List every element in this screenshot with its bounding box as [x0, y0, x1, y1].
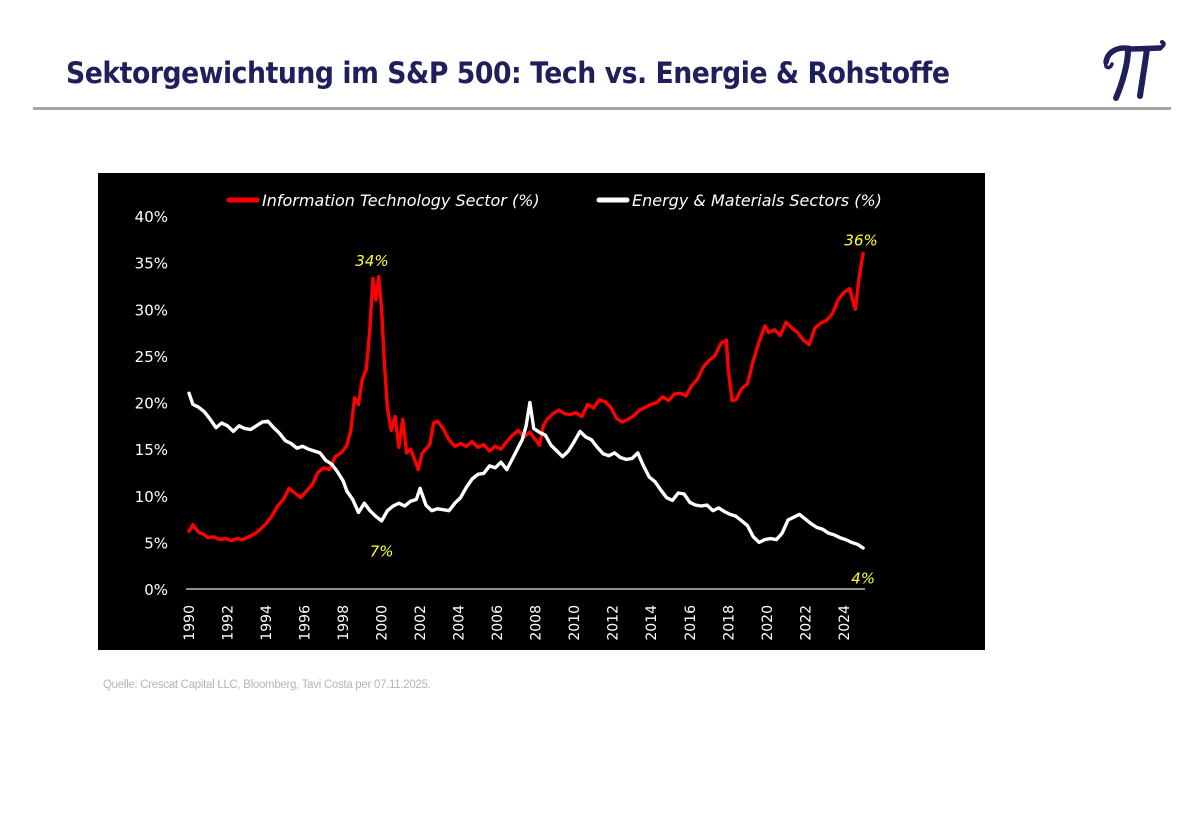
y-tick-label: 20% [135, 395, 168, 413]
y-axis: 0% 5% 10% 15% 20% 25% 30% 35% 40% [135, 208, 168, 599]
x-tick-label: 2006 [490, 605, 506, 641]
line-chart: Information Technology Sector (%) Energy… [135, 191, 882, 641]
y-tick-label: 15% [135, 441, 168, 459]
annotation-label: 34% [355, 252, 388, 270]
legend-item-energy: Energy & Materials Sectors (%) [596, 191, 882, 210]
annotation-label: 4% [851, 570, 875, 588]
source-note: Quelle: Crescat Capital LLC, Bloomberg, … [103, 679, 431, 691]
x-tick-label: 2022 [798, 605, 814, 641]
x-tick-label: 2010 [567, 605, 583, 641]
legend-label-tech: Information Technology Sector (%) [262, 191, 540, 210]
y-tick-label: 35% [135, 255, 168, 273]
series-line-tech [187, 251, 865, 543]
x-tick-label: 2014 [644, 605, 660, 641]
x-tick-label: 2012 [606, 605, 622, 641]
annotation-label: 36% [844, 231, 877, 249]
annotations: 34% 7% 36% 4% [355, 231, 877, 587]
series-layer [187, 251, 865, 550]
x-tick-label: 1996 [298, 605, 314, 641]
annotation-label: 7% [370, 543, 394, 561]
x-axis: 1990 1992 1994 1996 1998 2000 2002 2004 2006 2008… [182, 588, 866, 641]
title-divider [33, 107, 1171, 110]
x-tick-label: 1998 [336, 605, 352, 641]
y-tick-label: 0% [144, 581, 168, 599]
x-tick-label: 1994 [259, 605, 275, 641]
x-tick-label: 2002 [413, 605, 429, 641]
legend: Information Technology Sector (%) Energy… [226, 191, 882, 210]
x-tick-label: 2008 [529, 605, 545, 641]
y-tick-label: 30% [135, 301, 168, 319]
page-title: Sektorgewichtung im S&P 500: Tech vs. En… [66, 56, 950, 90]
x-tick-label: 2004 [452, 605, 468, 641]
legend-label-energy: Energy & Materials Sectors (%) [632, 191, 882, 210]
x-tick-label: 2000 [375, 605, 391, 641]
x-tick-label: 2016 [683, 605, 699, 641]
x-tick-label: 2020 [760, 605, 776, 641]
y-tick-label: 25% [135, 348, 168, 366]
x-tick-label: 1990 [182, 605, 198, 641]
x-tick-label: 2024 [837, 605, 853, 641]
x-tick-label: 2018 [721, 605, 737, 641]
pi-logo-icon [1098, 40, 1168, 104]
chart-panel: Information Technology Sector (%) Energy… [98, 173, 985, 650]
legend-item-tech: Information Technology Sector (%) [226, 191, 540, 210]
y-tick-label: 10% [135, 488, 168, 506]
x-tick-label: 1992 [221, 605, 237, 641]
y-tick-label: 5% [144, 534, 168, 552]
series-line-energy [187, 391, 865, 550]
y-tick-label: 40% [135, 208, 168, 226]
